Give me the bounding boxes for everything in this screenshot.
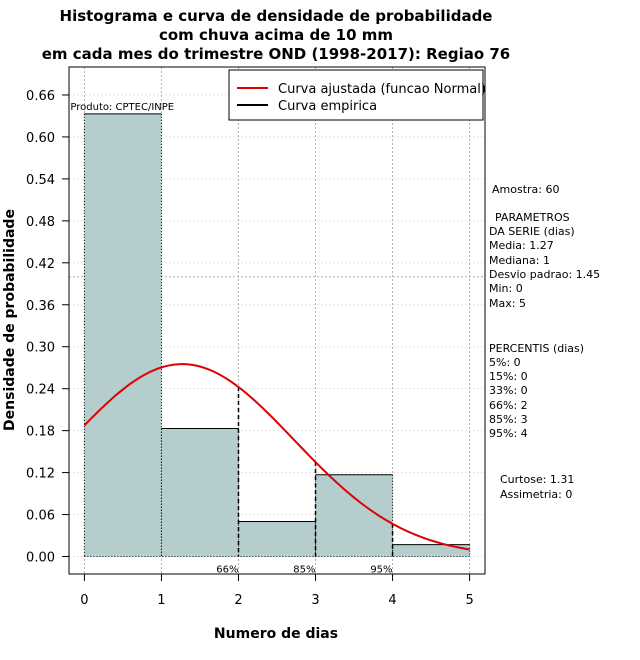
percentile-markers: 66% 85% 95% [216, 387, 394, 576]
stats-line: 33%: 0 [489, 384, 528, 397]
y-tick-label: 0.12 [26, 467, 55, 482]
y-tick-label: 0.00 [26, 551, 55, 566]
stats-line: Assimetria: 0 [500, 488, 572, 501]
curves [83, 363, 470, 551]
y-tick-label: 0.54 [26, 173, 55, 188]
histogram-bar [238, 521, 316, 557]
stats-line: 66%: 2 [489, 399, 528, 412]
x-tick-label: 3 [311, 593, 319, 608]
y-tick-label: 0.30 [26, 341, 55, 356]
stats-line: 85%: 3 [489, 413, 528, 426]
axes: 0 1 2 3 4 5 0.00 0.06 0.12 0.18 0.24 0.30 0.36 0.42 0.… [2, 89, 474, 642]
histogram-bar [392, 544, 470, 557]
y-tick-label: 0.18 [26, 425, 55, 440]
percentile-label: 66% [216, 565, 238, 576]
stats-line: Mediana: 1 [489, 254, 550, 267]
x-tick-label: 0 [80, 593, 88, 608]
stats-line: DA SERIE (dias) [489, 225, 575, 238]
y-tick-label: 0.24 [26, 383, 55, 398]
y-tick-label: 0.48 [26, 215, 55, 230]
x-tick-label: 2 [234, 593, 242, 608]
stats-line: Max: 5 [489, 297, 526, 310]
stats-line: PERCENTIS (dias) [489, 342, 584, 355]
normal-fit-curve [83, 363, 470, 551]
y-tick-label: 0.42 [26, 257, 55, 272]
legend-label: Curva empirica [278, 99, 377, 114]
stats-line: Curtose: 1.31 [500, 473, 574, 486]
chart-title-line: em cada mes do trimestre OND (1998-2017)… [42, 45, 511, 63]
stats-line: 95%: 4 [489, 427, 528, 440]
stats-line: PARAMETROS [495, 211, 570, 224]
percentile-label: 85% [293, 565, 315, 576]
x-tick-label: 1 [157, 593, 165, 608]
y-tick-label: 0.66 [26, 89, 55, 104]
legend: Curva ajustada (funcao Normal) Curva empi… [228, 69, 486, 121]
legend-label: Curva ajustada (funcao Normal) [278, 82, 486, 97]
stats-line: Amostra: 60 [492, 183, 559, 196]
y-tick-label: 0.60 [26, 131, 55, 146]
chart-title: Histograma e curva de densidade de proba… [42, 7, 511, 63]
chart-title-line: com chuva acima de 10 mm [159, 26, 393, 44]
histogram-bar [315, 474, 393, 557]
x-tick-label: 4 [388, 593, 396, 608]
histogram-bars: Produto: CPTEC/INPE [70, 102, 471, 558]
stats-line: Desvio padrao: 1.45 [489, 268, 600, 281]
y-axis-title: Densidade de probabilidade [2, 209, 18, 431]
stats-line: 5%: 0 [489, 356, 521, 369]
stats-line: Min: 0 [489, 282, 523, 295]
product-label: Produto: CPTEC/INPE [70, 102, 174, 113]
legend-box [228, 69, 484, 121]
y-tick-label: 0.36 [26, 299, 55, 314]
x-axis-title: Numero de dias [214, 626, 338, 642]
stats-line: Media: 1.27 [489, 239, 554, 252]
percentile-label: 95% [370, 565, 392, 576]
y-tick-label: 0.06 [26, 509, 55, 524]
chart-title-line: Histograma e curva de densidade de proba… [60, 7, 493, 25]
x-tick-label: 5 [465, 593, 473, 608]
histogram-bar [84, 113, 162, 557]
histogram-bar [161, 428, 239, 557]
stats-line: 15%: 0 [489, 370, 528, 383]
